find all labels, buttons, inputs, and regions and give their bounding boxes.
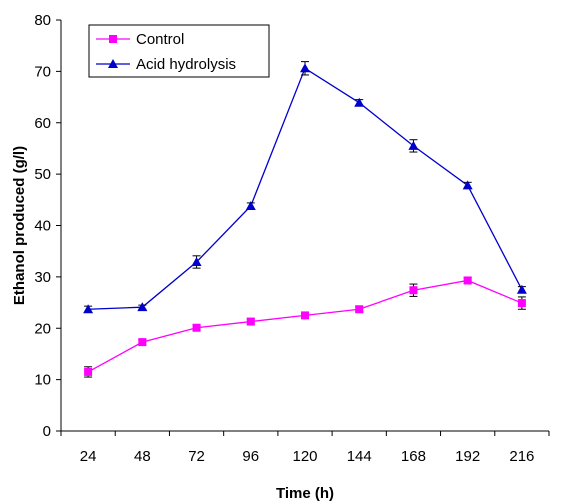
data-point [300, 63, 310, 73]
y-tick-label: 80 [34, 12, 51, 29]
y-tick-label: 10 [34, 372, 51, 389]
legend-item: Control [96, 31, 184, 48]
data-point [409, 286, 418, 295]
x-tick-label: 96 [242, 448, 259, 465]
data-point [408, 140, 419, 150]
legend-box [88, 24, 270, 78]
data-point [84, 367, 93, 376]
y-tick-label: 30 [34, 269, 51, 286]
y-axis: 0 10 20 30 40 50 60 70 80 [34, 12, 62, 440]
x-axis-title: Time (h) [276, 485, 334, 502]
y-tick-label: 50 [34, 166, 51, 183]
x-tick-label: 144 [347, 448, 372, 465]
data-point [462, 180, 473, 190]
data-point [137, 302, 148, 312]
legend-marker [109, 35, 117, 43]
y-tick-label: 40 [34, 218, 51, 235]
data-point [355, 305, 364, 314]
y-tick-label: 60 [34, 115, 51, 132]
data-point [517, 299, 526, 308]
data-point [245, 200, 256, 210]
data-point [191, 256, 202, 266]
x-tick-label: 192 [455, 448, 480, 465]
x-tick-label: 48 [134, 448, 151, 465]
legend-item: Acid hydrolysis [96, 56, 236, 73]
legend-label: Acid hydrolysis [136, 56, 236, 73]
x-axis: 24 48 72 96 120 144 168 192 216 [60, 430, 550, 465]
x-tick-label: 120 [292, 448, 317, 465]
data-point [83, 304, 94, 314]
legend-marker [108, 59, 118, 68]
data-point [301, 311, 309, 320]
legend-label: Control [136, 31, 184, 48]
y-axis-title: Ethanol produced (g/l) [11, 146, 28, 305]
data-point [354, 97, 365, 107]
y-tick-label: 20 [34, 320, 51, 337]
data-point [463, 276, 472, 285]
series-line [88, 67, 523, 310]
x-tick-label: 168 [401, 448, 426, 465]
data-point [192, 323, 201, 332]
data-point [138, 338, 147, 347]
series-control [84, 276, 526, 378]
series-layer [83, 61, 527, 378]
series-line [87, 279, 523, 373]
y-tick-label: 70 [34, 63, 51, 80]
data-point [516, 284, 527, 294]
y-tick-label: 0 [43, 423, 51, 440]
legend: Control Acid hydrolysis [88, 24, 270, 78]
x-tick-label: 216 [509, 448, 534, 465]
series-acid-hydrolysis [83, 61, 527, 314]
data-point [246, 317, 255, 326]
x-tick-label: 24 [80, 448, 97, 465]
x-tick-label: 72 [188, 448, 205, 465]
